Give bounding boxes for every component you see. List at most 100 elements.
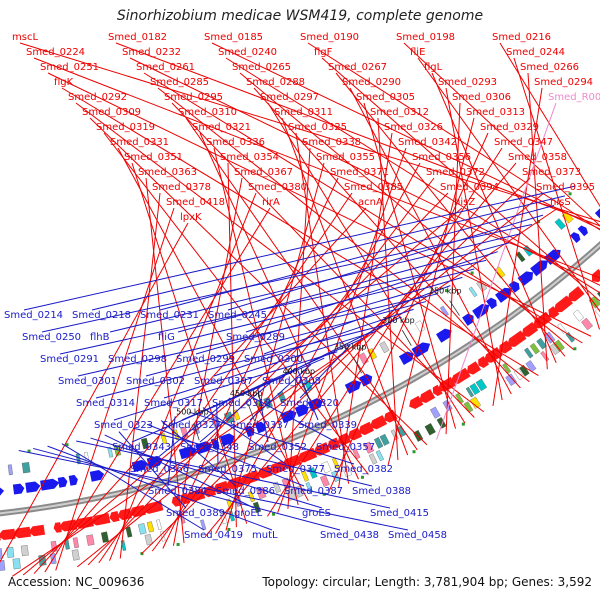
forward-label-callout (33, 207, 367, 574)
annotation-block (138, 523, 147, 535)
forward-gene-label: Smed_0305 (356, 92, 415, 103)
position-tick-label: 350 kbp (334, 342, 367, 351)
forward-gene-label: Smed_0373 (522, 167, 581, 178)
forward-gene-label: Smed_0321 (192, 122, 251, 133)
reverse-gene-label: Smed_0299 (176, 354, 235, 365)
forward-gene-label: Smed_0342 (398, 137, 457, 148)
reverse-gene-label: Smed_0339 (298, 420, 357, 431)
forward-gene-label: Smed_0240 (218, 47, 277, 58)
reverse-gene-label: Smed_0357 (316, 442, 375, 453)
reverse-gene-label: Smed_0419 (184, 530, 243, 541)
reverse-label-callout (199, 381, 272, 443)
reverse-label-callout (163, 330, 377, 399)
annotation-block (156, 519, 162, 531)
accession-text: Accession: NC_009636 (8, 575, 144, 589)
annotation-block (0, 548, 3, 559)
forward-gene-label: Smed_0309 (82, 107, 141, 118)
forward-gene-arrow (553, 295, 573, 313)
forward-label-callout (75, 102, 484, 413)
reverse-gene-label: Smed_0438 (320, 530, 379, 541)
forward-label-callout (527, 72, 548, 370)
annotation-block (71, 549, 80, 561)
forward-label-callout (328, 132, 489, 493)
forward-gene-label: fliE (410, 47, 425, 58)
reverse-gene-arrow (0, 487, 5, 496)
reverse-gene-label: Smed_0377 (266, 464, 325, 475)
forward-gene-label: Smed_0418 (166, 197, 225, 208)
forward-label-callout (227, 162, 237, 528)
annotation-block (86, 534, 95, 546)
forward-gene-arrow (53, 522, 62, 533)
annotation-block (294, 485, 304, 498)
forward-label-callout (145, 177, 185, 543)
forward-label-callout (215, 162, 421, 534)
reverse-gene-arrow (89, 469, 105, 482)
reverse-label-callout (245, 251, 498, 333)
annotation-block (301, 470, 309, 482)
annotation-block (7, 464, 13, 476)
forward-label-callout (225, 162, 325, 531)
annotation-block (505, 373, 517, 386)
forward-gene-label: Smed_0395 (536, 182, 595, 193)
reverse-label-callout (33, 447, 341, 531)
reverse-gene-arrow (398, 351, 414, 365)
reverse-gene-label: Smed_0352 (248, 442, 307, 453)
genome-backbone-highlight (0, 243, 600, 515)
forward-label-callout (377, 117, 399, 461)
reverse-label-callout (216, 402, 219, 465)
forward-gene-arrow (548, 306, 560, 318)
reverse-gene-label: Smed_0387 (284, 486, 343, 497)
forward-gene-arrow (506, 330, 527, 347)
forward-gene-arrow (128, 504, 146, 518)
forward-label-callout (213, 147, 299, 505)
annotation-block (159, 530, 166, 542)
forward-gene-label: acnA (358, 197, 383, 208)
annotation-block (373, 437, 384, 449)
forward-gene-label: Smed_0288 (246, 77, 305, 88)
feature-mark (65, 443, 69, 447)
reverse-gene-label: Smed_0307 (194, 376, 253, 387)
reverse-label-callout (227, 214, 544, 311)
forward-gene-label: Smed_0329 (480, 122, 539, 133)
reverse-label-callout (131, 375, 285, 443)
annotation-block (439, 305, 449, 317)
forward-label-callout (321, 57, 600, 302)
annotation-block (6, 546, 15, 558)
reverse-gene-label: groES (302, 508, 331, 519)
reverse-gene-label: Smed_0375 (198, 464, 257, 475)
reverse-gene-arrow (594, 208, 600, 219)
reverse-label-callout (18, 450, 409, 531)
forward-gene-label: Smed_0295 (164, 92, 223, 103)
forward-gene-label: Smed_0293 (438, 77, 497, 88)
annotation-block (12, 558, 21, 570)
forward-gene-arrow (12, 526, 31, 539)
reverse-gene-arrow (254, 421, 266, 434)
position-tick-mark (247, 403, 255, 422)
annotation-block (368, 453, 378, 465)
reverse-label-callout (47, 445, 273, 531)
reverse-label-callout (249, 364, 312, 421)
feature-mark (176, 542, 180, 546)
forward-gene-label: Smed_0232 (122, 47, 181, 58)
forward-label-callout (141, 177, 531, 555)
annotation-block (320, 474, 330, 487)
position-tick-label: 450 kbp (230, 389, 263, 398)
forward-label-callout (445, 102, 461, 435)
reverse-gene-label: Smed_0302 (126, 376, 185, 387)
feature-mark (444, 289, 448, 293)
forward-label-callout (117, 147, 309, 502)
reverse-label-callout (177, 242, 510, 333)
forward-label-callout (287, 147, 311, 509)
forward-gene-label: Smed_0312 (370, 107, 429, 118)
forward-gene-label: Smed_0351 (124, 152, 183, 163)
forward-gene-arrow (409, 395, 424, 409)
reverse-label-callout (109, 233, 521, 333)
reverse-label-callout (167, 416, 176, 487)
position-tick-mark (401, 329, 412, 346)
forward-gene-label: Smed_0290 (342, 77, 401, 88)
annotation-block (100, 531, 109, 543)
reverse-gene-arrow (544, 249, 561, 265)
forward-gene-label: Smed_0347 (494, 137, 553, 148)
